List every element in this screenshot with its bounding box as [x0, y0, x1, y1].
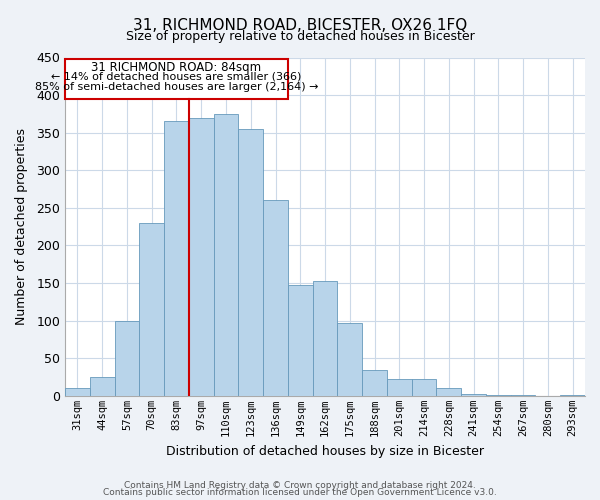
- Bar: [164, 122, 189, 396]
- Text: 31, RICHMOND ROAD, BICESTER, OX26 1FQ: 31, RICHMOND ROAD, BICESTER, OX26 1FQ: [133, 18, 467, 32]
- Text: 31 RICHMOND ROAD: 84sqm: 31 RICHMOND ROAD: 84sqm: [91, 62, 262, 74]
- Bar: [214, 114, 238, 396]
- Text: ← 14% of detached houses are smaller (366): ← 14% of detached houses are smaller (36…: [51, 72, 302, 82]
- Text: Size of property relative to detached houses in Bicester: Size of property relative to detached ho…: [125, 30, 475, 43]
- Bar: [238, 129, 263, 396]
- Bar: [65, 388, 90, 396]
- Bar: [436, 388, 461, 396]
- Bar: [560, 395, 585, 396]
- Bar: [412, 380, 436, 396]
- Bar: [461, 394, 486, 396]
- Y-axis label: Number of detached properties: Number of detached properties: [15, 128, 28, 325]
- Bar: [362, 370, 387, 396]
- Bar: [511, 395, 535, 396]
- Bar: [486, 395, 511, 396]
- Text: Contains public sector information licensed under the Open Government Licence v3: Contains public sector information licen…: [103, 488, 497, 497]
- Bar: [387, 380, 412, 396]
- Bar: [115, 320, 139, 396]
- FancyBboxPatch shape: [65, 59, 288, 99]
- Bar: [313, 281, 337, 396]
- Bar: [189, 118, 214, 396]
- Text: 85% of semi-detached houses are larger (2,164) →: 85% of semi-detached houses are larger (…: [35, 82, 318, 92]
- Bar: [263, 200, 288, 396]
- X-axis label: Distribution of detached houses by size in Bicester: Distribution of detached houses by size …: [166, 444, 484, 458]
- Bar: [90, 377, 115, 396]
- Bar: [139, 223, 164, 396]
- Bar: [337, 323, 362, 396]
- Text: Contains HM Land Registry data © Crown copyright and database right 2024.: Contains HM Land Registry data © Crown c…: [124, 480, 476, 490]
- Bar: [288, 284, 313, 396]
